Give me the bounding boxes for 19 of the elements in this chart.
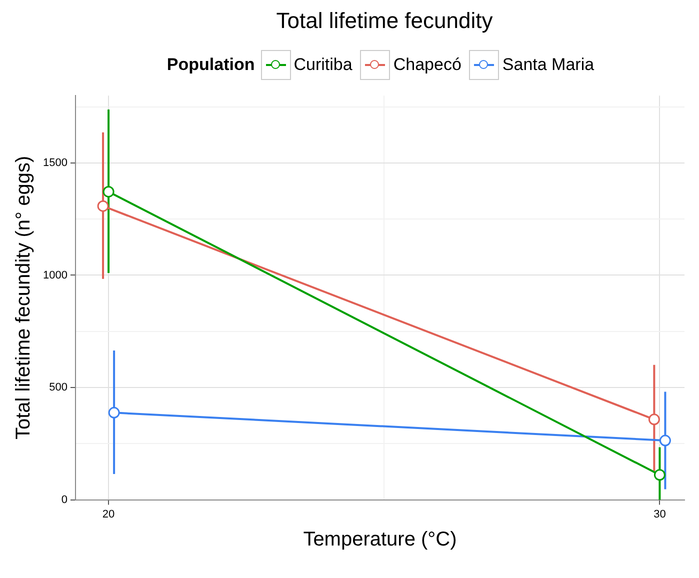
y-axis-title: Total lifetime fecundity (n° eggs) [12, 156, 35, 440]
x-tick-label: 20 [102, 508, 115, 520]
legend-label: Santa Maria [502, 55, 594, 75]
legend-title: Population [166, 55, 255, 75]
point [97, 200, 109, 212]
point [659, 434, 671, 446]
point [654, 469, 666, 481]
legend-label: Curitiba [294, 55, 352, 75]
y-tick-label: 500 [49, 382, 68, 394]
point [648, 414, 660, 426]
chart-title: Total lifetime fecundity [275, 8, 494, 34]
x-tick-label: 30 [654, 508, 666, 520]
point [102, 186, 114, 198]
x-axis-title: Temperature (°C) [303, 528, 457, 551]
y-tick-label: 1000 [42, 269, 68, 282]
y-tick-label: 0 [61, 494, 68, 506]
y-tick-label: 1500 [42, 157, 68, 169]
legend-label: Chapecó [393, 55, 462, 75]
point [108, 406, 120, 418]
